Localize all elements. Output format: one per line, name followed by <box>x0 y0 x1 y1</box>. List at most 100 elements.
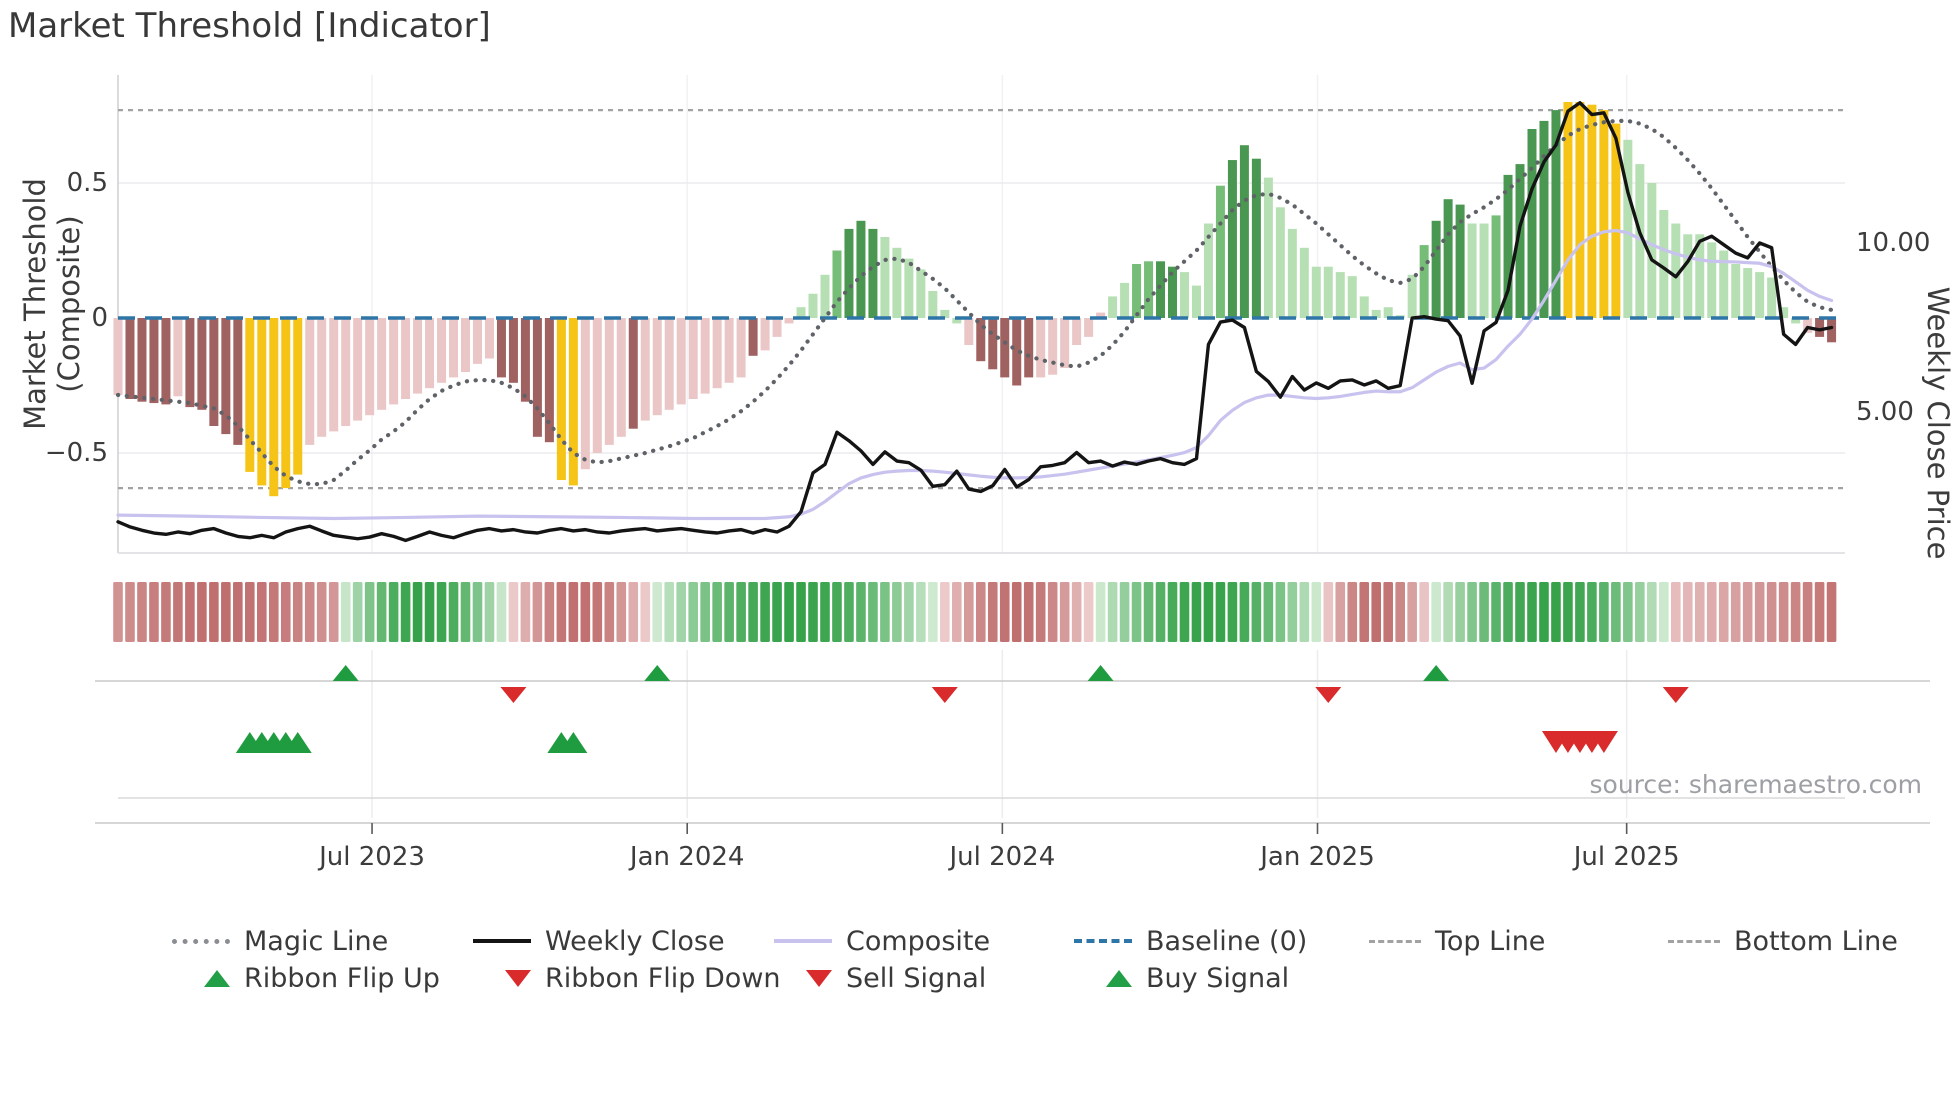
histogram-bar <box>209 318 219 426</box>
histogram-bar <box>928 291 938 318</box>
ribbon-cell-down <box>1071 582 1082 642</box>
ribbon-cell-up <box>748 582 758 642</box>
histogram-bar <box>1000 318 1010 378</box>
ribbon-cell-down <box>1778 582 1789 642</box>
ribbon-cell-up <box>784 582 794 642</box>
ribbon-cell-up <box>880 582 890 642</box>
histogram-bar <box>449 318 459 378</box>
magic-line <box>115 118 1834 487</box>
left-axis-tick-label: 0.5 <box>66 168 108 198</box>
histogram-bar <box>1263 177 1273 318</box>
ribbon-cell-down <box>221 582 231 642</box>
histogram-bar <box>892 247 902 318</box>
ribbon-cell-down <box>1323 582 1334 642</box>
histogram-bar <box>616 318 626 437</box>
ribbon-cell-down <box>544 582 555 642</box>
histogram-bar <box>1215 185 1225 318</box>
ribbon-cell-up <box>340 582 351 642</box>
legend-label: Composite <box>846 925 991 957</box>
ribbon-cell-up <box>1611 582 1621 642</box>
histogram-bar <box>1515 164 1525 318</box>
ribbon-cell-down <box>1023 582 1034 642</box>
ribbon-cell-down <box>592 582 603 642</box>
ribbon-cell-up <box>1599 582 1609 642</box>
histogram-bar <box>688 318 698 399</box>
ribbon-cell-down <box>520 582 531 642</box>
histogram-bar <box>425 318 435 389</box>
ribbon-cell-down <box>1347 582 1358 642</box>
histogram-bar <box>1527 129 1537 318</box>
histogram-bar <box>520 318 530 402</box>
histogram-bar <box>1707 242 1717 318</box>
histogram-bar <box>1299 247 1309 318</box>
page-title: Market Threshold [Indicator] <box>8 6 491 46</box>
ribbon-cell-up <box>1107 582 1118 642</box>
histogram-bar <box>1371 309 1381 318</box>
weekly-close-line <box>116 101 1834 543</box>
right-axis-tick-label: 5.00 <box>1856 397 1914 427</box>
buy-signal-marker <box>283 732 312 753</box>
histogram-bar <box>904 258 914 318</box>
legend-item-magic-line: Magic Line <box>172 926 388 957</box>
ribbon-cell-down <box>616 582 627 642</box>
ribbon-cell-up <box>1299 582 1310 642</box>
sell-signal-marker <box>1589 731 1618 753</box>
histogram-bar <box>245 318 255 472</box>
histogram-bar <box>472 318 482 364</box>
dashed-blue-swatch-icon <box>1074 939 1132 943</box>
ribbon-cell-down <box>1419 582 1429 642</box>
histogram-bar <box>724 318 734 383</box>
triangle-up-swatch-icon <box>1106 969 1132 987</box>
ribbon-cell-down <box>304 582 315 642</box>
histogram-bar <box>1048 318 1058 375</box>
histogram-bar <box>1551 110 1561 318</box>
histogram-bar <box>1179 272 1189 318</box>
ribbon-cell-up <box>1635 582 1645 642</box>
histogram-bar <box>233 318 243 445</box>
histogram-bar <box>1060 318 1070 368</box>
histogram-bar <box>437 318 447 383</box>
ribbon-cell-up <box>1515 582 1525 642</box>
histogram-bar <box>1251 158 1261 318</box>
ribbon-cell-down <box>1059 582 1070 642</box>
ribbon-cell-up <box>412 582 423 642</box>
histogram-bar <box>161 318 171 405</box>
histogram-bar <box>1431 220 1441 318</box>
histogram-bar <box>281 318 291 489</box>
ribbon-cell-down <box>1790 582 1801 642</box>
ribbon-cell-down <box>292 582 303 642</box>
ribbon-cell-up <box>892 582 902 642</box>
histogram-bar <box>736 318 746 378</box>
legend-item-sell-signal: Sell Signal <box>806 963 986 994</box>
ribbon-cell-up <box>832 582 842 642</box>
ribbon-cell-up <box>700 582 710 642</box>
histogram-bar <box>772 318 782 337</box>
histogram-bar <box>1587 104 1597 318</box>
ribbon-cell-down <box>268 582 279 642</box>
ribbon-cell-down <box>256 582 267 642</box>
ribbon-cell-down <box>1706 582 1717 642</box>
ribbon-cell-up <box>1191 582 1202 642</box>
histogram-bar <box>1287 228 1297 318</box>
ribbon-cell-up <box>400 582 411 642</box>
histogram-bar <box>413 318 423 394</box>
histogram-bar <box>508 318 518 383</box>
histogram-bar <box>532 318 542 437</box>
histogram-bar <box>1203 223 1213 318</box>
legend-label: Bottom Line <box>1734 925 1898 957</box>
ribbon-cell-up <box>1215 582 1226 642</box>
histogram-bar <box>1120 282 1130 318</box>
ribbon-cell-down <box>1718 582 1729 642</box>
histogram-bar <box>604 318 614 445</box>
histogram-bar <box>1659 210 1669 318</box>
ribbon-cell-up <box>1491 582 1501 642</box>
histogram-bar <box>1695 234 1705 318</box>
histogram-bar <box>329 318 339 432</box>
histogram-bar <box>1359 296 1369 318</box>
ribbon-cell-down <box>1742 582 1753 642</box>
ribbon-cell-down <box>209 582 219 642</box>
ribbon-cell-up <box>1143 582 1154 642</box>
ribbon-cell-down <box>185 582 195 642</box>
histogram-bar <box>484 318 494 359</box>
